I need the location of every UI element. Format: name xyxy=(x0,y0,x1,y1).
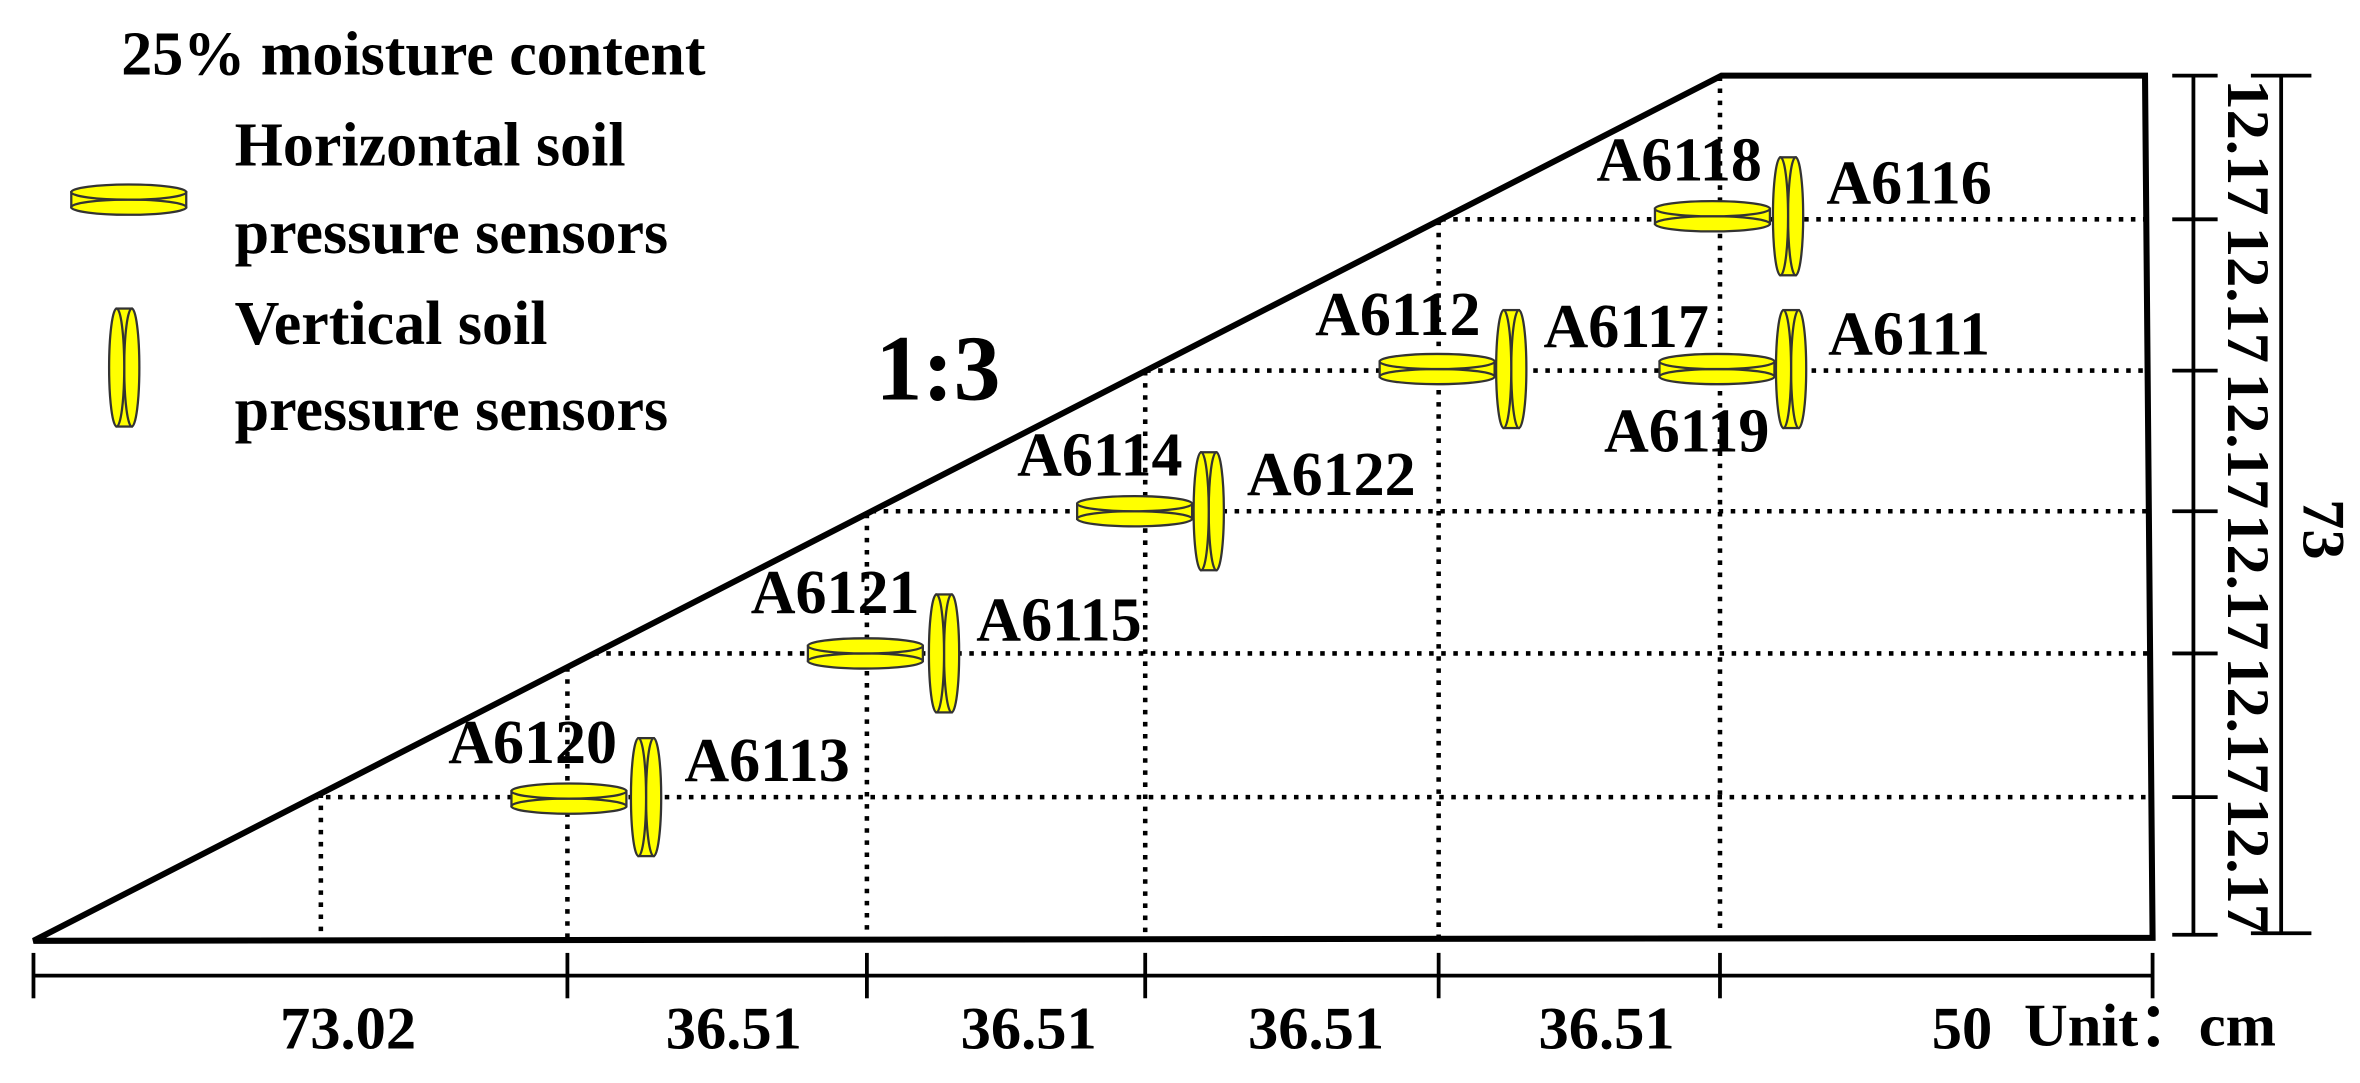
horizontal-sensor xyxy=(1653,200,1772,218)
dimension-label: 12.17 xyxy=(2214,373,2281,509)
dimension-label: 36.51 xyxy=(1248,995,1384,1062)
vertical-sensor xyxy=(1786,156,1805,277)
dimension-label: 73.02 xyxy=(280,995,416,1062)
dimension-label: 12.17 xyxy=(2214,798,2281,934)
vertical-sensor xyxy=(1192,451,1210,572)
horizontal-sensor xyxy=(806,637,924,655)
horizontal-sensor xyxy=(510,797,628,815)
horizontal-sensor xyxy=(806,652,924,670)
vertical-sensor xyxy=(1774,308,1793,430)
horizontal-sensor xyxy=(1658,367,1776,386)
sensor-label: A6121 xyxy=(751,559,920,627)
dimension-label: 50 xyxy=(1932,995,1993,1062)
horizontal-sensor xyxy=(510,782,628,800)
horizontal-sensor xyxy=(1378,352,1496,371)
legend-text: pressure sensors xyxy=(235,199,668,267)
horizontal-sensor xyxy=(1076,510,1194,528)
sensor-label: A6111 xyxy=(1828,301,1990,369)
unit-label: Unit：cm xyxy=(2024,992,2276,1059)
dimension-label: 36.51 xyxy=(961,995,1097,1062)
sensor-label: A6116 xyxy=(1826,149,1991,217)
sensor-label: A6113 xyxy=(684,727,849,795)
sensor-label: A6118 xyxy=(1596,127,1761,195)
legend-title: 25% moisture content xyxy=(121,21,706,89)
vertical-sensor xyxy=(942,593,961,714)
sensor-label: A6115 xyxy=(976,586,1141,654)
dimension-label: 12.17 xyxy=(2214,79,2281,215)
vertical-sensor xyxy=(644,736,663,858)
vertical-sensor xyxy=(123,307,141,428)
dimension-label: 12.17 xyxy=(2214,657,2281,793)
dimension-label: 36.51 xyxy=(1538,995,1674,1062)
slope-ratio: 1:3 xyxy=(875,317,1000,421)
vertical-sensor xyxy=(1789,308,1808,430)
vertical-sensor xyxy=(1510,308,1528,430)
horizontal-sensor xyxy=(70,198,188,216)
dimension-label: 12.17 xyxy=(2214,514,2281,650)
slope-outline xyxy=(32,72,2156,944)
horizontal-sensor xyxy=(1076,494,1194,513)
horizontal-sensor xyxy=(1653,215,1772,233)
vertical-sensor xyxy=(629,736,648,858)
sensor-label: A6114 xyxy=(1017,422,1182,490)
dimension-label: 12.17 xyxy=(2214,227,2281,363)
horizontal-sensor xyxy=(1378,367,1496,386)
vertical-sensor xyxy=(1771,156,1790,277)
legend-text: Horizontal soil xyxy=(235,111,626,179)
legend-text: Vertical soil xyxy=(235,290,548,358)
vertical-sensor xyxy=(1207,451,1225,572)
sensor-label: A6119 xyxy=(1604,397,1769,465)
legend-text: pressure sensors xyxy=(235,376,668,444)
horizontal-sensor xyxy=(1658,352,1776,371)
vertical-sensor xyxy=(1494,308,1513,430)
vertical-sensor xyxy=(107,307,126,428)
total-height-label: 73 xyxy=(2290,499,2357,560)
sensor-label: A6120 xyxy=(448,709,617,777)
sensor-label: A6112 xyxy=(1315,281,1480,349)
dimension-label: 36.51 xyxy=(666,995,802,1062)
horizontal-sensor xyxy=(70,183,188,201)
sensor-label: A6122 xyxy=(1247,441,1416,509)
sensor-label: A6117 xyxy=(1544,293,1709,361)
vertical-sensor xyxy=(927,593,946,714)
